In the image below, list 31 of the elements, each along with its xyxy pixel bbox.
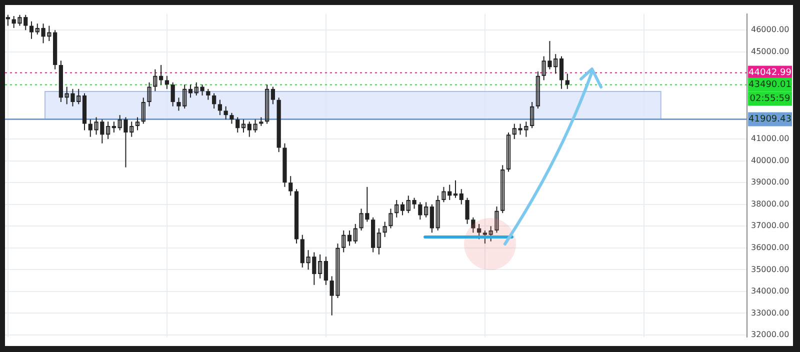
- candlestick: [436, 196, 440, 230]
- y-tick-label: 40000.00: [751, 156, 790, 165]
- candlestick: [147, 82, 152, 106]
- y-tick-label: 41000.00: [751, 134, 790, 144]
- candlestick: [506, 132, 511, 172]
- candlestick: [141, 98, 146, 124]
- candlestick: [353, 224, 358, 244]
- y-tick-label: 32000.00: [751, 330, 790, 340]
- candlestick: [500, 165, 505, 214]
- y-tick-label: 33000.00: [751, 308, 790, 318]
- candlestick: [530, 102, 534, 128]
- y-tick-label: 45000.00: [751, 46, 790, 56]
- candlestick: [342, 230, 346, 252]
- y-tick-label: 36000.00: [751, 242, 790, 252]
- y-tick-label: 35000.00: [751, 264, 790, 274]
- y-tick-label: 34000.00: [751, 286, 790, 296]
- candlestick: [376, 228, 382, 254]
- candlestick: [153, 69, 158, 92]
- text: 02:55:59: [750, 94, 790, 104]
- ref-line-label: 44042.99: [748, 68, 792, 78]
- y-tick-label: 39000.00: [751, 178, 790, 187]
- y-tick-label: 38000.00: [751, 199, 790, 208]
- candlestick: [494, 206, 499, 233]
- candlestick: [318, 254, 322, 278]
- candlestick: [536, 72, 540, 109]
- ref-line-label: 41909.43: [748, 114, 792, 125]
- ref-line-label: 43490.01: [748, 80, 792, 90]
- candlestick: [264, 84, 270, 124]
- candlestick: [388, 208, 393, 228]
- y-tick-label: 37000.00: [751, 221, 790, 230]
- y-tick-label: 46000.00: [751, 25, 790, 34]
